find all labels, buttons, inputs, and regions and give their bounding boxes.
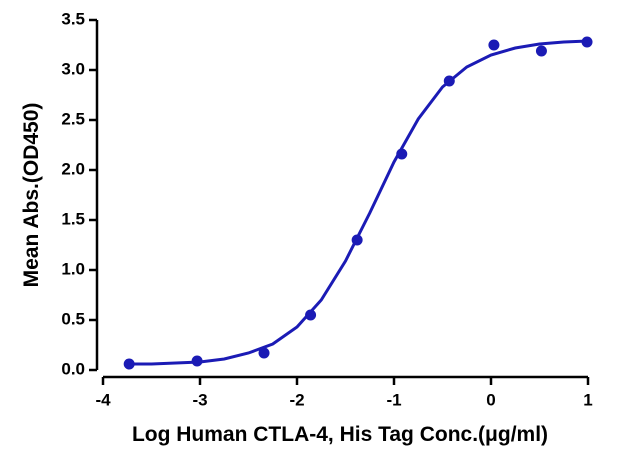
data-point bbox=[305, 309, 317, 321]
y-tick-label: 3.0 bbox=[61, 59, 85, 78]
fit-curve bbox=[127, 39, 589, 366]
y-tick-label: 3.5 bbox=[61, 9, 85, 28]
data-point bbox=[258, 347, 270, 359]
y-tick-label: 0.0 bbox=[61, 359, 85, 378]
data-point bbox=[535, 45, 547, 57]
data-point bbox=[488, 39, 500, 51]
x-axis-title: Log Human CTLA-4, His Tag Conc.(μg/ml) bbox=[132, 423, 548, 446]
y-tick-label: 1.0 bbox=[61, 259, 85, 278]
x-tick-label: 0 bbox=[486, 390, 495, 409]
x-tick-label: -2 bbox=[289, 390, 304, 409]
y-tick-label: 2.0 bbox=[61, 159, 85, 178]
x-tick-label: 1 bbox=[583, 390, 592, 409]
y-tick-label: 0.5 bbox=[61, 309, 85, 328]
y-tick-label: 1.5 bbox=[61, 209, 85, 228]
x-tick-label: -1 bbox=[386, 390, 401, 409]
x-tick-label: -4 bbox=[95, 390, 111, 409]
y-axis-title: Mean Abs.(OD450) bbox=[20, 103, 43, 288]
x-tick-label: -3 bbox=[192, 390, 207, 409]
y-tick-label: 2.5 bbox=[61, 109, 85, 128]
